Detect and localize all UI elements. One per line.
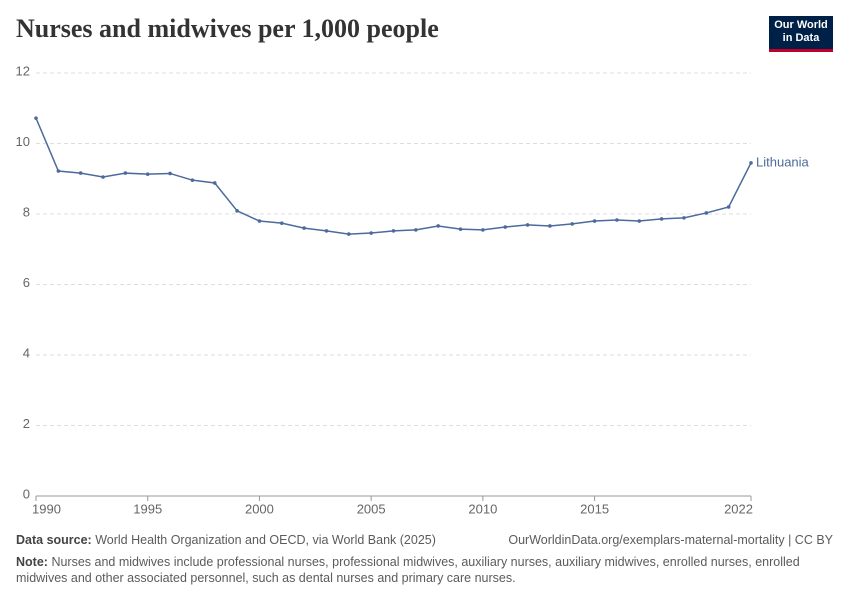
point [212, 181, 217, 185]
point [145, 172, 150, 176]
point [615, 218, 619, 222]
x-tick-label: 2015 [580, 501, 609, 516]
x-tick-label: 1995 [133, 501, 162, 516]
chart-title: Nurses and midwives per 1,000 people [16, 14, 439, 43]
point [190, 178, 195, 182]
point [548, 224, 552, 228]
point [659, 217, 664, 221]
x-tick-label: 1990 [32, 501, 61, 516]
x-tick-label: 2005 [357, 501, 386, 516]
logo-line: in Data [782, 32, 820, 44]
point [436, 224, 440, 228]
point [324, 229, 329, 233]
point [637, 219, 642, 223]
point [749, 161, 753, 165]
point [279, 221, 284, 225]
point [123, 171, 128, 175]
source-text: World Health Organization and OECD, via … [95, 533, 436, 547]
point [704, 211, 709, 215]
point [369, 231, 373, 235]
point [414, 228, 418, 232]
point [56, 169, 61, 173]
y-tick-label: 6 [23, 275, 30, 290]
x-tick-label: 2010 [468, 501, 497, 516]
note: Note: Nurses and midwives include profes… [16, 554, 831, 586]
y-tick-label: 4 [23, 345, 30, 360]
point [101, 175, 105, 179]
point [391, 229, 396, 233]
point [347, 232, 351, 236]
point [525, 223, 530, 227]
y-tick-label: 12 [16, 63, 30, 78]
point [34, 116, 38, 120]
source-label: Data source: [16, 533, 92, 547]
point [726, 205, 731, 209]
url[interactable]: OurWorldinData.org/exemplars-maternal-mo… [508, 533, 833, 547]
logo[interactable]: Our World in Data [769, 16, 833, 52]
source: Data source: World Health Organization a… [16, 532, 436, 548]
y-tick-label: 8 [23, 204, 30, 219]
point [168, 171, 172, 176]
point [235, 209, 239, 213]
series-line [35, 117, 752, 235]
y-tick-label: 0 [23, 486, 30, 501]
note-text: Nurses and midwives include professional… [16, 555, 800, 585]
y-tick-label: 2 [23, 416, 30, 431]
point [458, 227, 463, 231]
point [682, 216, 686, 220]
point [302, 226, 306, 230]
point [570, 222, 575, 226]
point [78, 171, 83, 175]
x-tick-label: 2022 [724, 501, 753, 516]
point [592, 219, 597, 223]
x-tick-label: 2000 [245, 501, 274, 516]
point [503, 225, 508, 229]
logo-line: Our World [774, 19, 828, 31]
note-label: Note: [16, 555, 48, 569]
y-tick-label: 10 [16, 134, 30, 149]
point [481, 228, 485, 232]
point [257, 219, 262, 223]
series-label: Lithuania [756, 154, 810, 169]
